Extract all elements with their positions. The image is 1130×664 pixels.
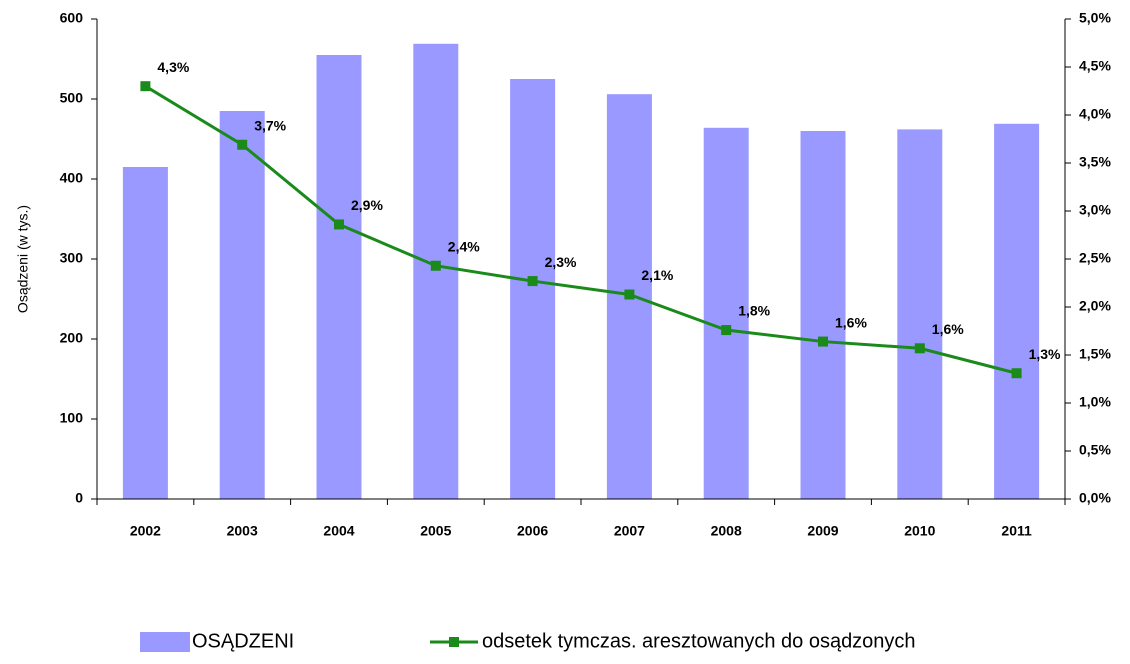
y2-tick-label: 3,0% — [1079, 202, 1111, 218]
data-label: 1,3% — [1029, 346, 1061, 362]
bar — [510, 79, 556, 499]
bar — [800, 131, 846, 499]
bar — [316, 55, 362, 499]
y2-tick-label: 2,0% — [1079, 298, 1111, 314]
y-tick-label: 200 — [60, 330, 84, 346]
legend-swatch — [449, 637, 459, 647]
bar — [994, 123, 1040, 500]
y2-tick-label: 2,5% — [1079, 250, 1111, 266]
y-axis-label: Osądzeni (w tys.) — [15, 205, 31, 313]
x-tick-label: 2008 — [711, 523, 742, 539]
bar — [413, 43, 459, 500]
data-label: 1,6% — [932, 321, 964, 337]
line-marker — [430, 260, 441, 271]
y2-tick-label: 0,5% — [1079, 442, 1111, 458]
data-label: 2,3% — [545, 254, 577, 270]
y2-tick-label: 3,5% — [1079, 154, 1111, 170]
line — [144, 84, 1017, 375]
x-tick-label: 2004 — [323, 523, 354, 539]
bar — [122, 167, 168, 499]
line-marker — [1011, 368, 1022, 379]
y-tick-label: 100 — [60, 410, 84, 426]
data-label: 1,8% — [738, 303, 770, 319]
y2-tick-label: 1,5% — [1079, 346, 1111, 362]
data-label: 4,3% — [157, 59, 189, 75]
line-marker — [914, 343, 925, 354]
y-tick-label: 500 — [60, 90, 84, 106]
legend-label: odsetek tymczas. aresztowanych do osądzo… — [482, 630, 916, 652]
data-label: 3,7% — [254, 117, 286, 133]
y-tick-label: 400 — [60, 170, 84, 186]
data-label: 2,9% — [351, 197, 383, 213]
data-label: 2,4% — [448, 238, 480, 254]
x-tick-label: 2010 — [904, 523, 935, 539]
line-marker — [140, 81, 151, 92]
y2-tick-label: 5,0% — [1079, 10, 1111, 26]
data-label: 1,6% — [835, 314, 867, 330]
line-marker — [624, 289, 635, 300]
bar — [219, 111, 265, 499]
line-marker — [527, 276, 538, 287]
y-tick-label: 0 — [75, 490, 83, 506]
y2-tick-label: 4,5% — [1079, 58, 1111, 74]
x-tick-label: 2011 — [1001, 523, 1032, 539]
y-tick-label: 300 — [60, 250, 84, 266]
x-tick-label: 2009 — [807, 523, 838, 539]
x-tick-label: 2006 — [517, 523, 548, 539]
x-tick-label: 2002 — [130, 523, 161, 539]
line-marker — [818, 336, 828, 347]
y2-tick-label: 0,0% — [1079, 490, 1111, 506]
bar — [897, 129, 943, 499]
y-tick-label: 600 — [60, 10, 84, 26]
legend-label: OSĄDZENI — [192, 630, 294, 652]
line-marker — [721, 325, 732, 336]
line-marker — [237, 139, 248, 150]
x-tick-label: 2003 — [227, 523, 258, 539]
bar — [703, 127, 749, 500]
legend-swatch — [140, 632, 190, 652]
y2-tick-label: 4,0% — [1079, 106, 1111, 122]
line-marker — [334, 219, 344, 230]
data-label: 2,1% — [641, 267, 673, 283]
y2-tick-label: 1,0% — [1079, 394, 1111, 410]
x-tick-label: 2007 — [614, 523, 645, 539]
x-tick-label: 2005 — [420, 523, 451, 539]
